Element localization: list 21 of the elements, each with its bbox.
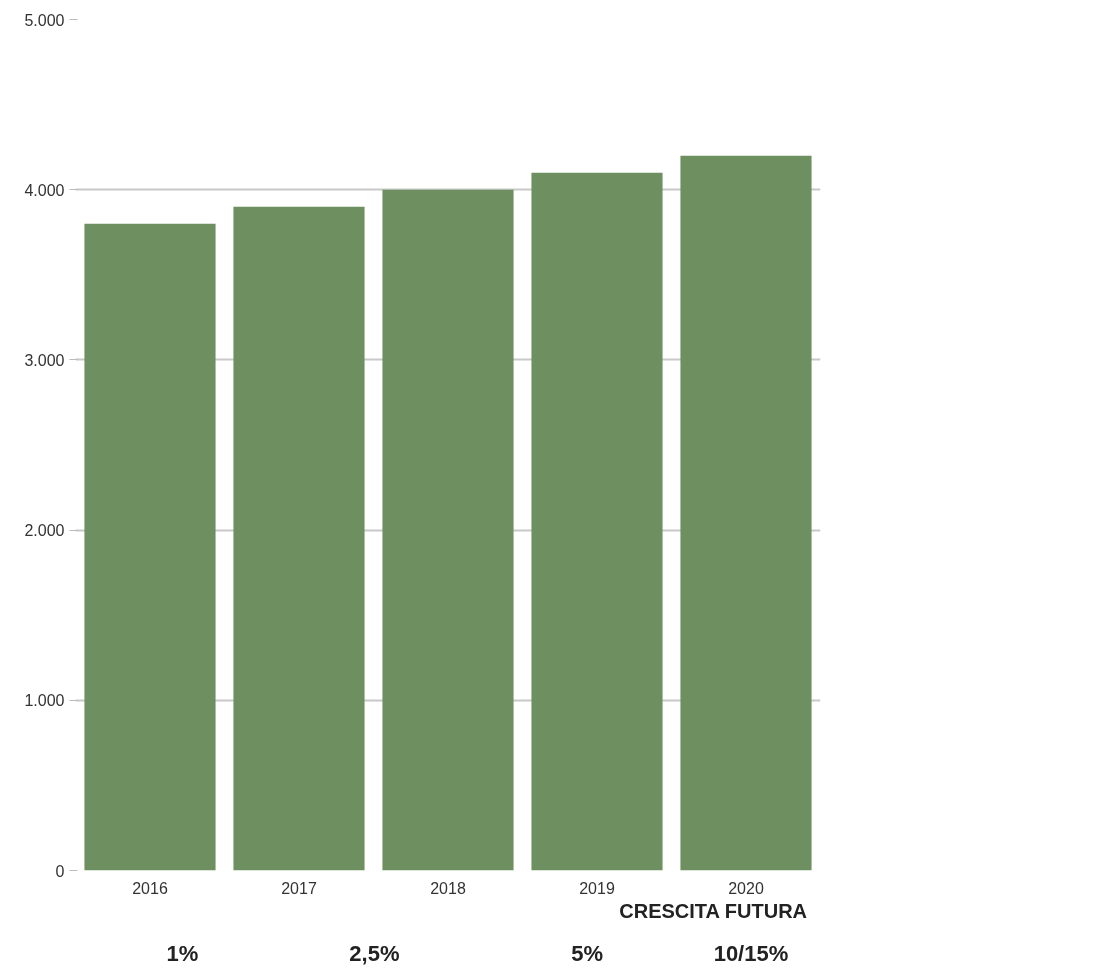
y-tick-label: 1.000 xyxy=(24,692,65,710)
y-tick-label: 4.000 xyxy=(24,181,65,199)
bar xyxy=(382,189,514,871)
bar xyxy=(233,206,365,871)
text: 1% xyxy=(166,941,199,966)
x-tick-label: 2016 xyxy=(132,879,168,897)
y-tick-label: 2.000 xyxy=(24,522,65,540)
y-tick-label: 0 xyxy=(55,862,65,880)
y-tick-label: 5.000 xyxy=(24,11,65,29)
text: 5% xyxy=(571,941,603,966)
text: CRESCITA FUTURA xyxy=(619,899,808,922)
x-tick-label: 2019 xyxy=(579,879,615,897)
x-tick-label: 2018 xyxy=(430,879,466,897)
bar xyxy=(84,223,216,871)
bar xyxy=(531,172,663,871)
y-tick-label: 3.000 xyxy=(24,351,65,369)
x-tick-label: 2017 xyxy=(281,879,317,897)
x-tick-label: 2020 xyxy=(728,879,764,897)
bar xyxy=(680,155,812,871)
text: 10/15% xyxy=(713,941,789,966)
text: 2,5% xyxy=(349,941,400,966)
